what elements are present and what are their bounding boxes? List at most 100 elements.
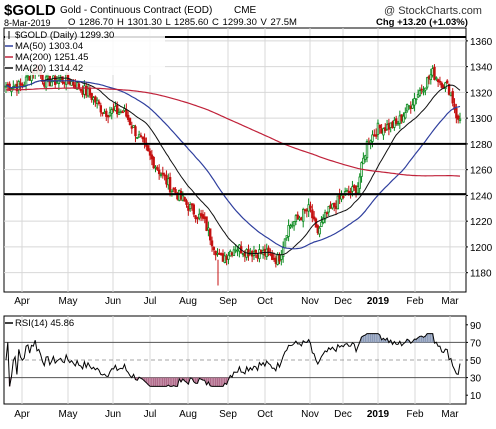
legend-label: MA(20) 1314.42 <box>15 63 83 74</box>
candle-body <box>336 195 340 210</box>
x-tick-label: Dec <box>334 296 352 307</box>
candle-body <box>116 104 119 115</box>
y-tick-label: 1360 <box>470 37 493 48</box>
candle-body <box>190 203 194 206</box>
candle-body <box>183 197 186 202</box>
candle-body <box>44 76 48 88</box>
candle-body <box>362 157 365 165</box>
x-tick-label: Oct <box>257 296 273 307</box>
candle-body <box>391 121 394 129</box>
candle-body <box>86 88 90 97</box>
rsi-x-tick-label: Sep <box>219 409 237 420</box>
candle-body <box>205 216 208 231</box>
y-tick-label: 1260 <box>470 166 493 177</box>
candle-body <box>327 206 330 213</box>
candle-body <box>393 119 396 128</box>
candle-body <box>307 204 310 212</box>
y-tick-label: 1340 <box>470 63 493 74</box>
legend-label: MA(50) 1303.04 <box>15 41 83 52</box>
candle-body <box>105 110 108 117</box>
candle-body <box>106 115 110 118</box>
candle-body <box>119 111 123 114</box>
candle-body <box>101 112 104 115</box>
candle-body <box>363 155 367 160</box>
candle-body <box>128 117 132 126</box>
candle-body <box>165 175 168 185</box>
candle-body <box>201 214 205 219</box>
candle-body <box>185 200 188 205</box>
candle-body <box>19 82 22 86</box>
y-tick-label: 1300 <box>470 114 493 125</box>
candle-body <box>329 204 332 209</box>
candle-body <box>433 66 436 80</box>
candle-body <box>125 109 128 117</box>
candle-body <box>278 254 281 262</box>
candle-body <box>132 125 135 128</box>
candle-body <box>322 217 325 223</box>
candle-body <box>446 80 449 84</box>
rsi-x-tick-label: May <box>59 409 78 420</box>
candle-body <box>334 206 338 209</box>
candle-body <box>167 178 170 186</box>
candle-body <box>340 195 343 200</box>
candle-body <box>398 115 402 124</box>
candle-body <box>294 215 298 222</box>
rsi-x-tick-label: 2019 <box>367 409 390 420</box>
candle-body <box>436 79 440 83</box>
candle-body <box>349 191 352 193</box>
candle-body <box>192 204 195 215</box>
candle-body <box>126 114 130 120</box>
candle-body <box>88 87 92 96</box>
y-tick-label: 1320 <box>470 88 493 99</box>
candle-body <box>203 216 206 220</box>
candle-body <box>28 75 31 81</box>
candle-body <box>458 118 462 121</box>
candle-body <box>402 115 405 123</box>
candle-body <box>172 187 175 190</box>
candle-body <box>356 186 360 194</box>
rsi-x-tick-label: Nov <box>301 409 319 420</box>
x-tick-label: Jun <box>105 296 121 307</box>
ma200-line <box>6 87 461 177</box>
candle-body <box>456 115 460 120</box>
candle-body <box>95 99 99 105</box>
candle-body <box>369 140 372 144</box>
candle-body <box>300 217 303 221</box>
candle-body <box>227 254 230 260</box>
rsi-x-tick-label: Dec <box>334 409 352 420</box>
candle-body <box>272 258 276 260</box>
candle-body <box>389 122 392 128</box>
candle-body <box>170 189 174 193</box>
candle-body <box>269 253 272 256</box>
candle-body <box>256 254 259 259</box>
candle-body <box>152 157 155 169</box>
y-tick-label: 1180 <box>470 269 492 280</box>
candle-body <box>374 134 378 137</box>
candle-body <box>380 128 383 134</box>
date-label: 8-Mar-2019 <box>4 18 51 28</box>
rsi-y-tick-label: 70 <box>470 338 482 349</box>
candle-body <box>63 81 66 85</box>
candle-body <box>214 250 217 256</box>
candle-body <box>289 225 292 228</box>
rsi-x-tick-label: Oct <box>257 409 273 420</box>
rsi-x-tick-label: Jul <box>144 409 157 420</box>
candle-body <box>271 253 274 260</box>
candle-body <box>83 85 86 95</box>
candle-body <box>72 82 75 86</box>
candle-body <box>241 253 245 255</box>
candle-body <box>453 103 456 110</box>
candle-body <box>150 154 154 160</box>
candle-body <box>90 93 93 100</box>
candle-body <box>114 106 117 111</box>
candle-body <box>285 235 288 239</box>
candle-body <box>447 84 451 95</box>
candle-body <box>57 79 61 84</box>
candle-body <box>209 228 212 241</box>
rsi-legend-label: RSI(14) 45.86 <box>15 318 74 329</box>
rsi-x-tick-label: Mar <box>441 409 459 420</box>
candle-body <box>418 90 422 96</box>
candle-body <box>411 104 414 109</box>
candle-body <box>143 137 146 143</box>
